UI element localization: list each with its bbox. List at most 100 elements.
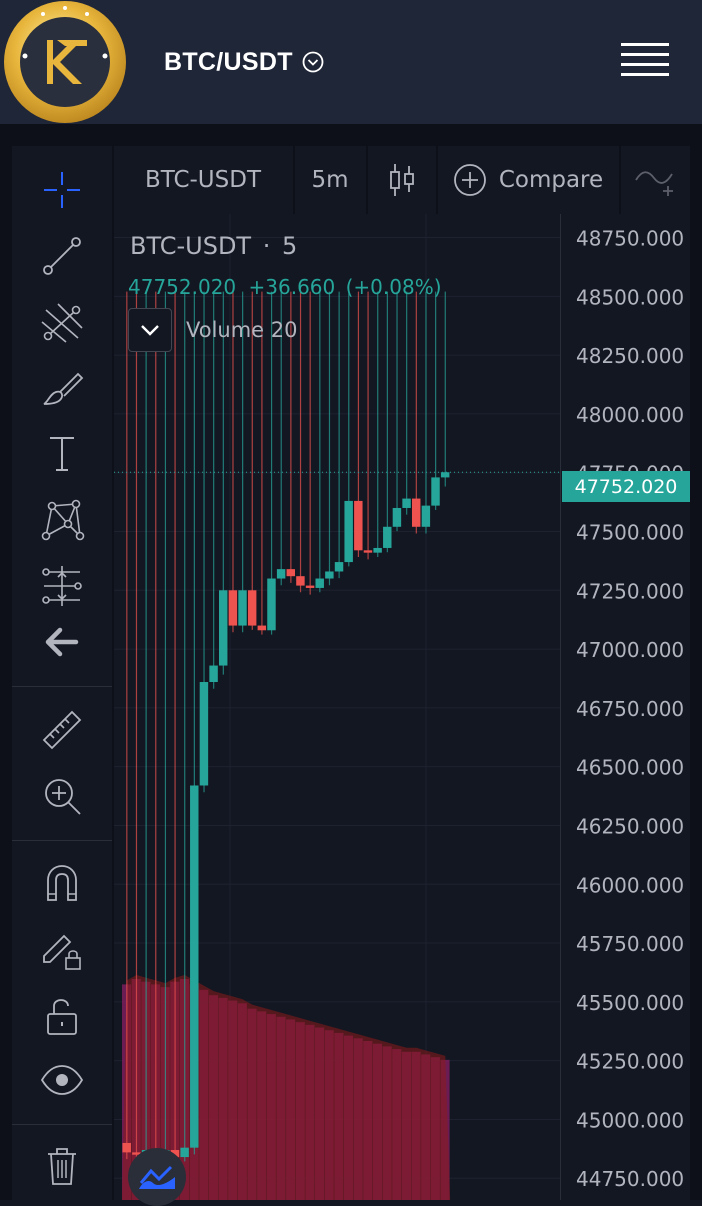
zoom-in-icon — [45, 779, 81, 815]
volume-study-legend: Volume 20 — [128, 308, 298, 352]
y-tick-label: 45250.000 — [576, 1050, 684, 1074]
candle-body — [344, 500, 353, 563]
ruler-icon — [42, 710, 82, 750]
chevron-down-circle-icon — [302, 51, 324, 73]
lock-drawing-tool[interactable] — [12, 920, 112, 980]
candle-body — [276, 569, 286, 579]
back-arrow-icon — [45, 627, 79, 657]
indicators-button[interactable] — [621, 146, 690, 214]
candle-body — [209, 665, 218, 683]
candle-body — [247, 590, 257, 626]
text-tool[interactable] — [12, 424, 112, 484]
trend-line-tool[interactable] — [12, 226, 112, 286]
collapse-studies-button[interactable] — [128, 308, 172, 352]
legend-symbol: BTC-USDT — [130, 232, 252, 260]
compare-label: Compare — [498, 167, 604, 193]
brush-tool[interactable] — [12, 358, 112, 418]
crosshair-tool[interactable] — [12, 160, 112, 220]
pair-selector[interactable]: BTC/USDT — [164, 44, 324, 80]
plus-circle-icon — [453, 164, 486, 196]
candle-body — [199, 682, 209, 786]
crosshair-icon — [44, 172, 80, 208]
zoom-in-tool[interactable] — [12, 766, 112, 826]
chevron-down-icon — [141, 325, 159, 336]
delete-tool[interactable] — [12, 1136, 112, 1196]
interval-label: 5m — [311, 167, 349, 193]
candles-icon — [390, 164, 414, 196]
candle-body — [392, 507, 402, 527]
lock-drawing-icon — [43, 934, 81, 970]
eye-icon — [40, 1065, 84, 1095]
candle-body — [190, 785, 199, 1148]
y-tick-label: 48250.000 — [576, 344, 684, 368]
eye-tool[interactable] — [12, 1050, 112, 1110]
toolbar-divider — [619, 146, 621, 214]
candle-body — [363, 550, 373, 553]
hamburger-menu-icon[interactable] — [620, 42, 670, 78]
trash-icon — [48, 1148, 76, 1185]
y-tick-label: 46250.000 — [576, 814, 684, 838]
y-tick-label: 47250.000 — [576, 579, 684, 603]
candle-body — [296, 576, 305, 586]
y-tick-label: 48500.000 — [576, 285, 684, 309]
y-tick-label: 45500.000 — [576, 991, 684, 1015]
candle-body — [383, 526, 392, 548]
candlestick-chart[interactable]: 48750.000 48500.000 48250.000 48000.000 4775… — [114, 214, 690, 1200]
candle-body — [325, 571, 334, 579]
candle-body — [315, 578, 324, 588]
back-tool[interactable] — [12, 612, 112, 672]
candle-body — [412, 498, 421, 527]
ruler-tool[interactable] — [12, 700, 112, 760]
chart-style-button[interactable] — [368, 146, 436, 214]
candle-body — [334, 562, 344, 572]
toolbar-divider — [436, 146, 438, 214]
y-tick-label: 46000.000 — [576, 873, 684, 897]
chart-top-toolbar: BTC-USDT 5m Compare — [114, 146, 690, 214]
pitchfork-icon — [41, 303, 83, 343]
token-market-logo — [4, 1, 126, 123]
toolbar-divider — [12, 1124, 112, 1125]
prediction-tool[interactable] — [12, 556, 112, 616]
app-header: BTC/USDT — [0, 0, 702, 124]
pattern-tool[interactable] — [12, 490, 112, 550]
legend-last: 47752.020 — [128, 275, 237, 299]
indicators-icon — [634, 171, 673, 196]
compare-button[interactable]: Compare — [438, 146, 618, 214]
candle-body — [354, 500, 363, 551]
symbol-label: BTC-USDT — [144, 167, 262, 193]
candle-body — [180, 1147, 189, 1158]
candle-body — [228, 590, 238, 626]
candle-body — [132, 1152, 141, 1155]
pattern-icon — [41, 499, 85, 541]
candle-body — [373, 547, 382, 553]
symbol-search-button[interactable]: BTC-USDT — [114, 146, 292, 214]
candle-body — [421, 505, 431, 527]
volume-study-label: Volume 20 — [186, 318, 298, 342]
chart-pane[interactable]: 48750.000 48500.000 48250.000 48000.000 4775… — [114, 214, 690, 1200]
prediction-icon — [42, 566, 82, 606]
candle-body — [238, 590, 247, 626]
toolbar-divider — [12, 686, 112, 687]
last-price-label: 47752.020 — [562, 471, 690, 502]
legend-interval: 5 — [282, 232, 298, 260]
tradingview-logo-button[interactable] — [128, 1148, 186, 1206]
candle-body — [267, 578, 276, 631]
magnet-tool[interactable] — [12, 854, 112, 914]
y-tick-label: 48000.000 — [576, 403, 684, 427]
magnet-icon — [47, 865, 77, 901]
tradingview-logo-icon — [139, 1165, 175, 1189]
candle-body — [440, 472, 450, 478]
candle-body — [257, 625, 267, 631]
brush-icon — [43, 372, 84, 405]
pitchfork-tool[interactable] — [12, 292, 112, 352]
unlock-tool[interactable] — [12, 986, 112, 1046]
toolbar-divider — [293, 146, 295, 214]
candle-body — [286, 569, 295, 577]
legend-change-pct: (+0.08%) — [345, 275, 442, 299]
y-tick-label: 47000.000 — [576, 638, 684, 662]
y-tick-label: 45000.000 — [576, 1108, 684, 1132]
toolbar-divider — [12, 840, 112, 841]
candle-body — [305, 585, 315, 588]
interval-button[interactable]: 5m — [295, 146, 365, 214]
unlock-icon — [47, 999, 77, 1035]
